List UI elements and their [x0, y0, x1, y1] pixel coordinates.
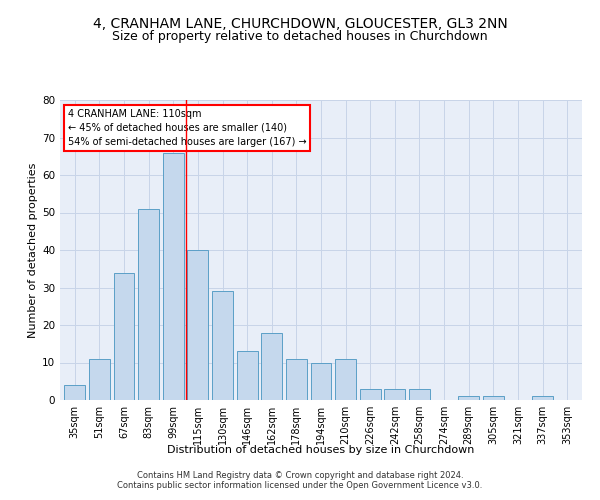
Bar — [360, 389, 381, 400]
Bar — [89, 359, 110, 400]
Bar — [163, 152, 184, 400]
Bar — [385, 389, 406, 400]
Bar — [261, 332, 282, 400]
Y-axis label: Number of detached properties: Number of detached properties — [28, 162, 38, 338]
Bar — [236, 351, 257, 400]
Bar — [409, 389, 430, 400]
Bar — [286, 359, 307, 400]
Bar — [335, 359, 356, 400]
Text: Contains HM Land Registry data © Crown copyright and database right 2024.
Contai: Contains HM Land Registry data © Crown c… — [118, 470, 482, 490]
Bar — [532, 396, 553, 400]
Bar — [458, 396, 479, 400]
Bar — [64, 385, 85, 400]
Bar — [311, 362, 331, 400]
Bar — [138, 209, 159, 400]
Bar — [113, 272, 134, 400]
Text: Distribution of detached houses by size in Churchdown: Distribution of detached houses by size … — [167, 445, 475, 455]
Text: 4 CRANHAM LANE: 110sqm
← 45% of detached houses are smaller (140)
54% of semi-de: 4 CRANHAM LANE: 110sqm ← 45% of detached… — [68, 109, 307, 147]
Bar — [483, 396, 504, 400]
Bar — [187, 250, 208, 400]
Text: Size of property relative to detached houses in Churchdown: Size of property relative to detached ho… — [112, 30, 488, 43]
Bar — [212, 291, 233, 400]
Text: 4, CRANHAM LANE, CHURCHDOWN, GLOUCESTER, GL3 2NN: 4, CRANHAM LANE, CHURCHDOWN, GLOUCESTER,… — [92, 18, 508, 32]
